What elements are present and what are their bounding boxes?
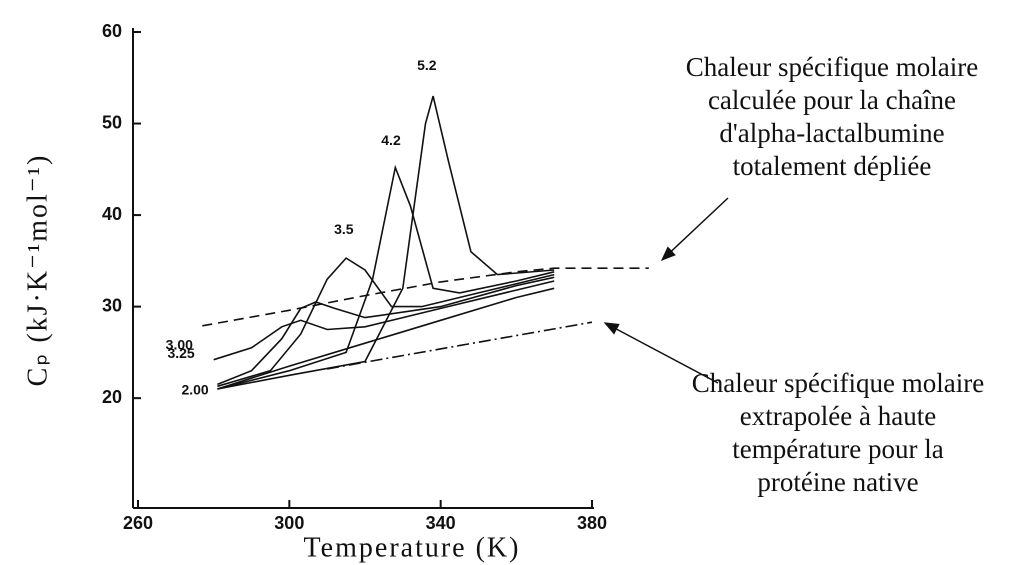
series-line: [213, 280, 555, 361]
y-tick-label: 50: [102, 112, 122, 132]
series-label: 4.2: [381, 132, 401, 148]
annotation: température pour la: [732, 434, 943, 464]
series-label: 3.00: [166, 336, 193, 352]
series-line: [217, 276, 555, 386]
annotation: d'alpha-lactalbumine: [719, 118, 944, 148]
y-tick-label: 20: [102, 387, 122, 407]
x-axis-label: Temperature (K): [304, 532, 521, 563]
annotation: protéine native: [757, 467, 918, 497]
arrow: [603, 322, 719, 384]
series-line: [217, 287, 555, 390]
series-line: [217, 257, 555, 388]
series-label: 3.5: [334, 221, 354, 237]
annotation: Chaleur spécifique molaire: [686, 52, 978, 82]
y-tick-label: 30: [102, 295, 122, 315]
series-line: [217, 164, 555, 390]
x-tick-label: 380: [577, 513, 607, 533]
series-line: [202, 267, 649, 327]
series-line: [327, 321, 593, 370]
y-tick-label: 60: [102, 21, 122, 41]
x-tick-label: 340: [426, 513, 456, 533]
series-label: 3.25: [167, 345, 194, 361]
annotation: extrapolée à haute: [740, 401, 936, 431]
x-tick-label: 260: [123, 513, 153, 533]
annotation: calculée pour la chaîne: [708, 85, 956, 115]
x-tick-label: 300: [274, 513, 304, 533]
series-label: 5.2: [417, 57, 437, 73]
arrow: [660, 197, 729, 262]
y-axis-label: Cₚ (kJ·K⁻¹mol⁻¹): [22, 154, 53, 387]
annotation: totalement dépliée: [733, 151, 932, 181]
series-label: 2.00: [181, 382, 208, 398]
annotation: Chaleur spécifique molaire: [692, 368, 984, 398]
y-tick-label: 40: [102, 204, 122, 224]
